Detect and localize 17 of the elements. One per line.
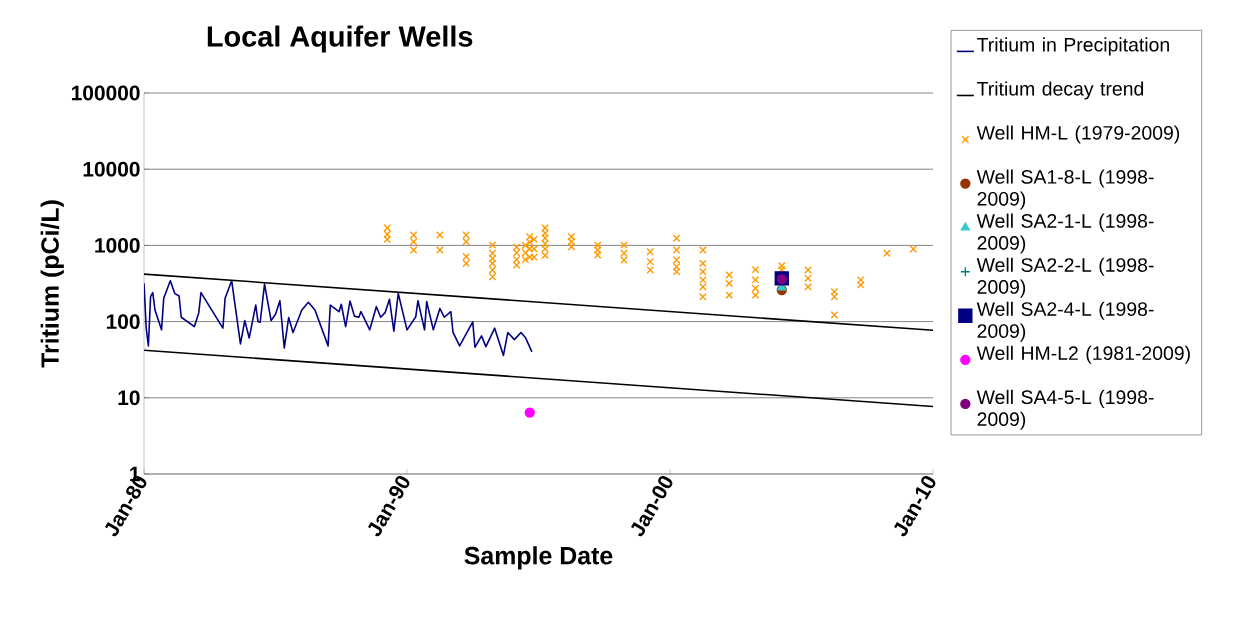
legend-label: Well SA1-8-L (1998-2009) — [976, 169, 1154, 210]
y-tick-label: 10000 — [83, 161, 140, 177]
legend-label: Well SA2-4-L (1998-2009) — [976, 301, 1154, 342]
y-axis-title: Tritium (pCi/L) — [40, 200, 64, 368]
legend-label: Well SA2-1-L (1998-2009) — [976, 213, 1154, 254]
x-axis-title: Sample Date — [464, 546, 613, 570]
legend-label: Well HM-L (1979-2009) — [976, 125, 1180, 144]
legend-label: Tritium decay trend — [977, 81, 1144, 100]
legend-label: Well SA4-5-L (1998-2009) — [976, 389, 1154, 430]
y-tick-label: 10 — [118, 390, 140, 406]
y-tick-label: 100000 — [71, 85, 140, 101]
y-tick-label: 1000 — [95, 237, 140, 253]
y-tick-label: 100 — [106, 314, 140, 329]
chart-title: Local Aquifer Wells — [207, 25, 473, 53]
legend-label: Tritium in Precipitation — [977, 37, 1169, 56]
legend-label: Well HM-L2 (1981-2009) — [976, 345, 1190, 364]
legend-label: Well SA2-2-L (1998-2009) — [976, 257, 1154, 298]
